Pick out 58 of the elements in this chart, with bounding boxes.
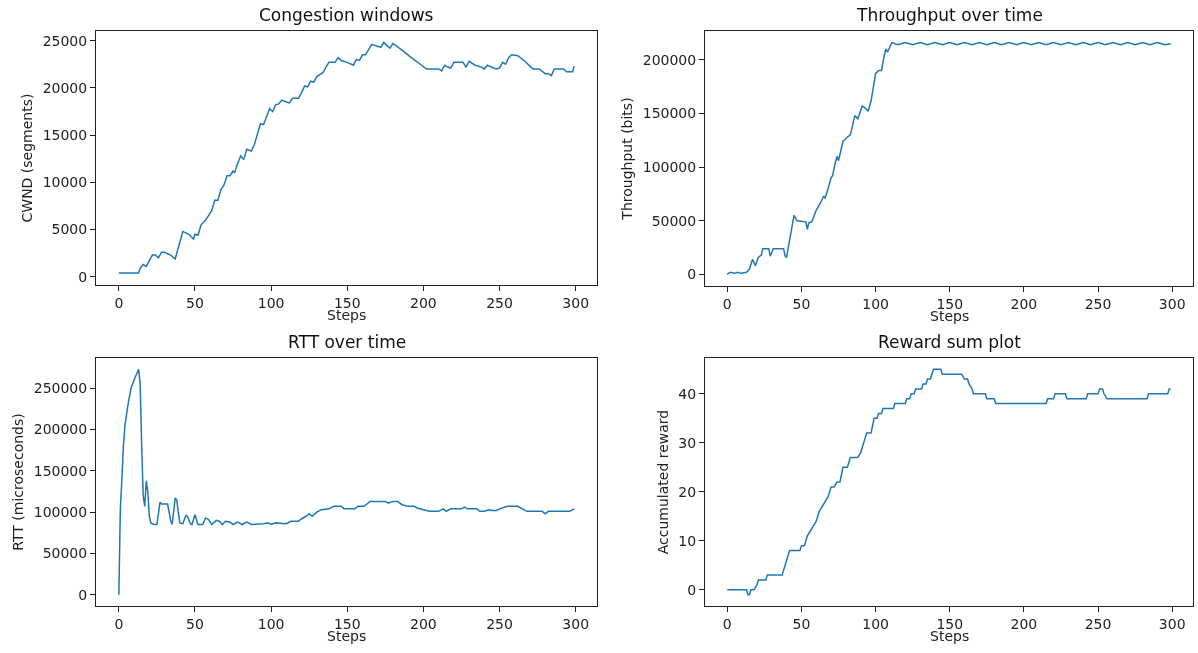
y-tick-label: 20000 xyxy=(42,79,88,96)
x-tick-label: 300 xyxy=(562,294,590,311)
x-tick-label: 300 xyxy=(562,615,590,632)
x-tick-label: 100 xyxy=(257,615,285,632)
y-axis-title: RTT (microseconds) xyxy=(10,413,27,551)
x-tick-label: 50 xyxy=(186,294,204,311)
y-tick-label: 100000 xyxy=(642,158,697,175)
x-tick-label: 100 xyxy=(862,295,889,312)
y-tick-label: 10000 xyxy=(42,174,88,191)
x-tick-label: 0 xyxy=(722,295,732,312)
chart-title: Reward sum plot xyxy=(878,332,1022,352)
y-tick-label: 150000 xyxy=(33,462,88,479)
y-tick-label: 100000 xyxy=(33,504,88,521)
x-tick-label: 100 xyxy=(257,294,285,311)
x-tick-label: 250 xyxy=(1084,295,1112,312)
x-tick-label: 0 xyxy=(114,615,124,632)
line-series xyxy=(118,41,575,274)
x-tick-label: 250 xyxy=(486,615,513,632)
y-tick-label: 0 xyxy=(687,266,697,283)
x-tick-label: 200 xyxy=(1010,295,1038,312)
y-axis-title: Accumulated reward xyxy=(654,409,671,555)
x-tick-label: 200 xyxy=(410,294,437,311)
line-series xyxy=(118,368,575,596)
x-tick-label: 0 xyxy=(722,615,732,632)
x-tick-label: 250 xyxy=(1084,615,1112,632)
x-tick-label: 50 xyxy=(792,615,811,632)
x-tick-label: 200 xyxy=(410,615,437,632)
y-tick-label: 20 xyxy=(678,483,697,500)
line-series xyxy=(726,368,1172,596)
y-tick-label: 40 xyxy=(678,385,697,402)
y-axis-title: CWND (segments) xyxy=(19,93,36,223)
y-tick-label: 0 xyxy=(78,268,88,285)
y-tick-label: 150000 xyxy=(642,105,697,122)
x-tick-label: 250 xyxy=(486,294,513,311)
y-tick-label: 50000 xyxy=(651,212,697,229)
x-tick-label: 300 xyxy=(1158,295,1186,312)
x-tick-label: 100 xyxy=(862,615,889,632)
y-tick-label: 50000 xyxy=(42,545,88,562)
x-tick-label: 50 xyxy=(186,615,204,632)
x-tick-label: 0 xyxy=(114,294,124,311)
line-series xyxy=(726,41,1172,276)
y-tick-label: 200000 xyxy=(642,51,697,68)
y-tick-label: 0 xyxy=(687,581,697,598)
x-tick-label: 50 xyxy=(792,295,811,312)
y-tick-label: 25000 xyxy=(42,32,88,49)
y-tick-label: 0 xyxy=(78,586,88,603)
y-tick-label: 250000 xyxy=(33,380,88,397)
y-tick-label: 10 xyxy=(678,532,697,549)
chart-title: Congestion windows xyxy=(259,5,434,25)
y-tick-label: 30 xyxy=(678,434,697,451)
y-tick-label: 15000 xyxy=(42,126,88,143)
chart-title: RTT over time xyxy=(288,332,407,352)
y-axis-title: Throughput (bits) xyxy=(619,97,636,221)
chart-title: Throughput over time xyxy=(856,5,1043,25)
y-tick-label: 200000 xyxy=(33,421,88,438)
y-tick-label: 5000 xyxy=(51,221,88,238)
x-tick-label: 200 xyxy=(1010,615,1038,632)
x-tick-label: 300 xyxy=(1158,615,1186,632)
